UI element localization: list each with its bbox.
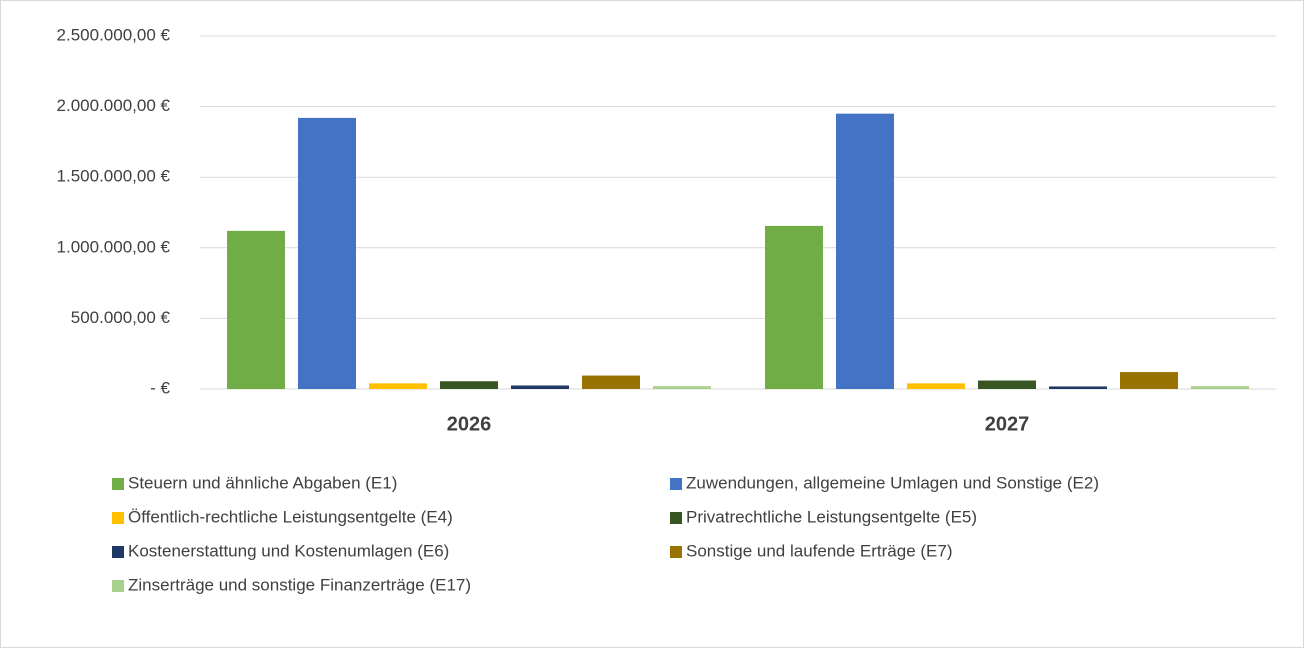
- legend-label: Zuwendungen, allgemeine Umlagen und Sons…: [686, 473, 1099, 492]
- legend-swatch: [670, 512, 682, 524]
- bar: [907, 383, 965, 389]
- y-tick-label: 2.500.000,00 €: [57, 25, 171, 44]
- y-tick-label: 2.000.000,00 €: [57, 96, 171, 115]
- legend-swatch: [670, 546, 682, 558]
- bar: [227, 230, 285, 389]
- bar: [440, 381, 498, 389]
- legend-swatch: [112, 512, 124, 524]
- legend-label: Sonstige und laufende Erträge (E7): [686, 541, 953, 560]
- legend-label: Kostenerstattung und Kostenumlagen (E6): [128, 541, 449, 560]
- legend-swatch: [112, 580, 124, 592]
- bar: [582, 375, 640, 389]
- legend-label: Zinserträge und sonstige Finanzerträge (…: [128, 575, 471, 594]
- bar: [1049, 386, 1107, 389]
- x-tick-label: 2027: [985, 413, 1030, 435]
- legend-label: Steuern und ähnliche Abgaben (E1): [128, 473, 397, 492]
- bar: [653, 386, 711, 389]
- y-tick-label: 500.000,00 €: [71, 308, 171, 327]
- y-tick-label: 1.500.000,00 €: [57, 167, 171, 186]
- bar: [511, 385, 569, 389]
- bar: [369, 383, 427, 389]
- y-tick-label: - €: [150, 378, 170, 397]
- bar: [765, 225, 823, 389]
- legend-swatch: [112, 478, 124, 490]
- legend-label: Öffentlich-rechtliche Leistungsentgelte …: [128, 507, 453, 526]
- bar: [1191, 386, 1249, 389]
- bar: [298, 117, 356, 390]
- y-tick-label: 1.000.000,00 €: [57, 237, 171, 256]
- bar: [836, 113, 894, 389]
- legend-swatch: [670, 478, 682, 490]
- x-tick-label: 2026: [447, 413, 492, 435]
- legend-label: Privatrechtliche Leistungsentgelte (E5): [686, 507, 977, 526]
- legend-swatch: [112, 546, 124, 558]
- bar: [978, 380, 1036, 389]
- bar: [1120, 372, 1178, 389]
